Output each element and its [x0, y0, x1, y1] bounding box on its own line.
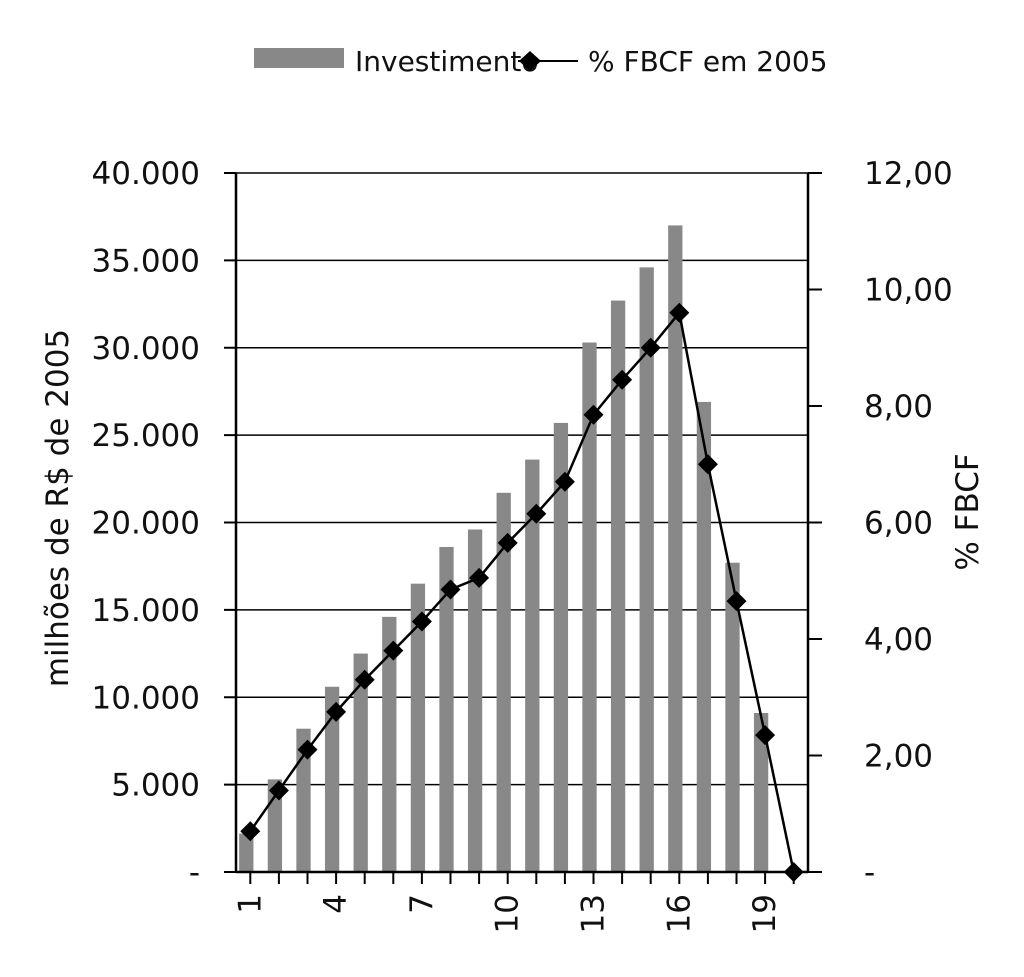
bar	[324, 686, 340, 872]
left-tick-label: 15.000	[92, 593, 200, 629]
left-tick-label: -	[189, 855, 200, 891]
bar	[296, 728, 311, 872]
bar	[525, 459, 540, 872]
left-tick-label: 30.000	[92, 331, 200, 367]
right-tick-label: 8,00	[864, 389, 933, 425]
bar	[725, 562, 740, 872]
line-point	[354, 669, 375, 690]
line-point	[440, 579, 461, 600]
line-point	[526, 503, 547, 524]
x-tick-label: 16	[661, 894, 697, 933]
line-point	[326, 701, 347, 722]
bar	[239, 833, 254, 872]
line-point	[297, 739, 318, 760]
bar	[496, 492, 511, 872]
right-tick-label: 4,00	[864, 622, 933, 658]
line-point	[411, 611, 432, 632]
left-tick-label: 5.000	[111, 768, 200, 804]
left-tick-label: 40.000	[92, 156, 200, 192]
x-tick-label: 10	[490, 894, 526, 933]
line-point	[755, 725, 776, 746]
x-tick-label: 13	[576, 894, 612, 933]
left-axis-title: milhões de R$ de 2005	[40, 329, 76, 687]
line-point	[497, 532, 518, 553]
bar	[467, 529, 483, 872]
left-tick-labels: - 5.000 10.000 15.000 20.000 25.000 30.000 35.0…	[92, 156, 200, 891]
right-axis-title: % FBCF	[950, 453, 986, 570]
x-tick-label: 4	[318, 894, 354, 914]
bar	[639, 267, 654, 872]
x-tick-label: 19	[747, 894, 783, 933]
bar	[582, 342, 597, 872]
line-point	[383, 640, 404, 661]
bar	[439, 546, 454, 872]
bar	[553, 422, 569, 872]
line-point	[554, 471, 575, 492]
line-point	[583, 404, 604, 425]
line-point	[268, 780, 289, 801]
bar	[753, 712, 769, 872]
line-point	[612, 369, 633, 390]
line-point	[640, 337, 661, 358]
line-point	[240, 821, 261, 842]
right-tick-label: 2,00	[864, 739, 933, 775]
left-tick-label: 10.000	[92, 680, 200, 716]
right-tick-labels: - 2,00 4,00 6,00 8,00 10,00 12,00	[864, 156, 953, 891]
x-tick-labels: 1 4 7 10 13 16 19	[232, 894, 783, 933]
right-tick-label: -	[864, 855, 875, 891]
fbcf-line	[249, 309, 795, 873]
left-tick-label: 20.000	[92, 506, 200, 542]
legend-diamond-marker	[519, 51, 541, 71]
bar	[668, 225, 683, 873]
bar	[610, 300, 626, 872]
bar	[382, 616, 397, 872]
gridlines	[236, 172, 808, 786]
line-series	[240, 302, 804, 882]
line-point	[669, 302, 690, 323]
legend-bar-swatch	[254, 48, 344, 68]
legend-label-investimento: Investimento	[355, 45, 539, 78]
bar	[410, 583, 426, 872]
axes	[224, 172, 822, 884]
line-point	[469, 567, 490, 588]
legend-label-fbcf: % FBCF em 2005	[588, 45, 828, 78]
line-point	[697, 454, 718, 475]
left-tick-label: 35.000	[92, 243, 200, 279]
bar-series	[239, 225, 769, 873]
right-tick-label: 10,00	[864, 273, 953, 309]
right-tick-label: 12,00	[864, 156, 953, 192]
bar	[353, 653, 368, 872]
left-tick-label: 25.000	[92, 418, 200, 454]
bar	[696, 401, 712, 872]
line-point	[726, 591, 747, 612]
x-tick-label: 7	[404, 894, 440, 914]
right-tick-label: 6,00	[864, 506, 933, 542]
legend: Investimento % FBCF em 2005	[254, 45, 828, 78]
x-tick-label: 1	[232, 894, 268, 914]
